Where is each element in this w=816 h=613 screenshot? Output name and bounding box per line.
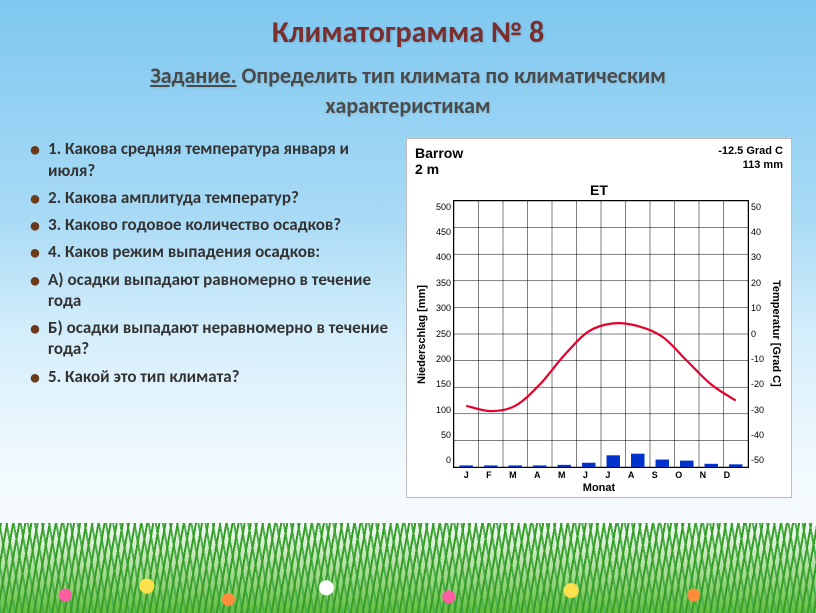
y-right-label: Temperatur [Grad C]: [769, 200, 783, 468]
question-item: 3. Каково годовое количество осадков?: [28, 214, 388, 235]
question-item: Б) осадки выпадают неравномерно в течени…: [28, 317, 388, 360]
question-item: 1. Какова средняя температура января и и…: [28, 138, 388, 181]
location-label: Barrow 2 m: [415, 145, 463, 177]
subtitle-prefix: Задание.: [150, 62, 236, 89]
question-item: 2. Какова амплитуда температур?: [28, 187, 388, 208]
y-left-label: Niederschlag [mm]: [415, 200, 429, 468]
subtitle-rest: Определить тип климата по климатическим: [237, 62, 666, 89]
slide-title: Климатограмма № 8: [0, 0, 816, 51]
questions-block: 1. Какова средняя температура января и и…: [28, 138, 388, 393]
y-right-ticks: 50403020100-10-20-30-40-50: [749, 200, 769, 468]
question-item: 5. Какой это тип климата?: [28, 366, 388, 387]
grass-decoration: [0, 523, 816, 613]
y-left-ticks: 500450400350300250200150100500: [429, 200, 453, 468]
question-item: 4. Каков режим выпадения осадков:: [28, 241, 388, 262]
chart-title: ET: [415, 182, 783, 198]
climograph-panel: Barrow 2 m -12.5 Grad C 113 mm ET Nieder…: [406, 138, 792, 498]
x-axis-label: Monat: [415, 482, 783, 494]
question-item: А) осадки выпадают равномерно в течение …: [28, 269, 388, 312]
plot-area: [453, 200, 749, 468]
subtitle-line2: характеристикам: [325, 92, 490, 119]
climate-meta: -12.5 Grad C 113 mm: [718, 145, 783, 177]
x-axis-ticks: JFMAMJJASOND: [415, 470, 783, 480]
slide-subtitle: Задание. Определить тип климата по клима…: [0, 61, 816, 120]
